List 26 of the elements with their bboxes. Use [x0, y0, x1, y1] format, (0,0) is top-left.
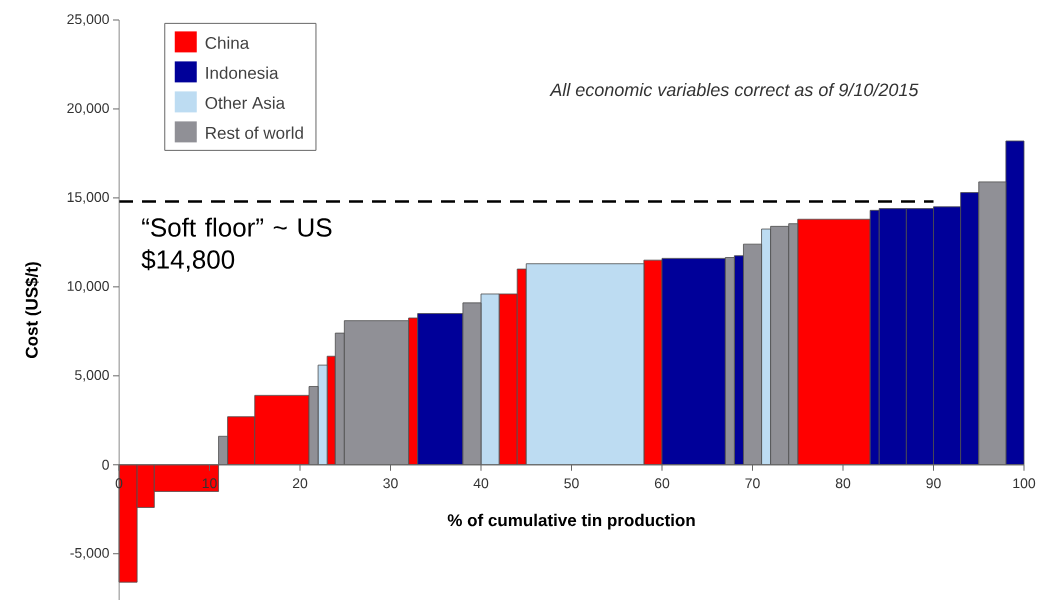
ref-line-label: “Soft floor” ~ US $14,800: [141, 217, 332, 272]
x-tick-label: 100: [1013, 478, 1036, 489]
x-tick-label: 60: [654, 478, 670, 489]
legend-label: Indonesia: [206, 66, 279, 79]
annotation: All economic variables correct as of 9/10/2015: [549, 82, 919, 97]
y-tick-label: -5,000: [70, 547, 109, 560]
y-tick-label: 15,000: [67, 192, 109, 204]
y-tick-label: 25,000: [67, 14, 109, 26]
y-tick-label: 10,000: [67, 281, 109, 293]
x-tick-label: 70: [745, 478, 760, 489]
x-axis-title: % of cumulative tin production: [447, 513, 695, 530]
legend-label: Rest of world: [206, 126, 303, 139]
x-tick-label: 80: [835, 478, 851, 489]
y-tick-label: 5,000: [75, 370, 109, 382]
y-tick-label: 0: [102, 459, 109, 470]
x-tick-label: 50: [564, 478, 579, 489]
legend-label: Other Asia: [205, 96, 286, 109]
x-tick-label: 20: [292, 478, 308, 489]
x-tick-label: 30: [383, 478, 398, 489]
x-tick-label: 90: [926, 478, 941, 489]
y-axis-title: Cost (US$/t): [24, 262, 42, 358]
y-tick-label: 20,000: [67, 103, 109, 115]
x-tick-label: 40: [473, 478, 489, 489]
legend-label: China: [205, 36, 250, 49]
x-tick-label: 0: [115, 478, 123, 489]
x-tick-label: 10: [202, 478, 217, 489]
